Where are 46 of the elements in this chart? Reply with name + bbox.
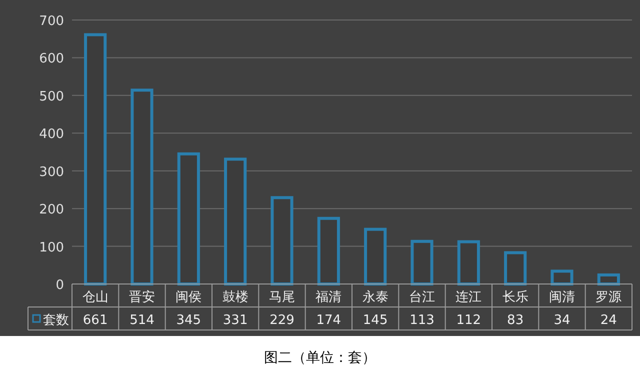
y-tick-label: 300 [39, 164, 64, 180]
bar [177, 152, 200, 286]
data-label: 83 [507, 313, 524, 328]
data-label: 229 [270, 313, 294, 328]
y-tick-label: 700 [39, 14, 64, 29]
x-tick-label: 闽侯 [176, 290, 202, 305]
bar [84, 33, 107, 286]
data-label: 113 [410, 313, 434, 328]
data-label: 112 [456, 313, 482, 328]
bar [130, 88, 154, 286]
bar [270, 196, 294, 286]
legend-label: 套数 [43, 313, 69, 328]
bar [457, 240, 480, 286]
bar [597, 273, 620, 286]
x-tick-label: 福清 [316, 290, 342, 305]
bar [364, 228, 387, 286]
bar [410, 240, 434, 286]
y-tick-label: 400 [39, 127, 64, 142]
x-tick-label: 台江 [409, 290, 435, 305]
x-tick-label: 罗源 [596, 290, 622, 305]
x-tick-label: 鼓楼 [222, 290, 248, 305]
data-label: 145 [362, 313, 388, 328]
data-label: 514 [130, 313, 154, 328]
y-tick-label: 500 [39, 89, 64, 104]
text: 图二（单位：套） [264, 350, 376, 366]
x-tick-label: 闽清 [549, 290, 575, 305]
data-label: 331 [222, 313, 248, 328]
data-label: 661 [82, 313, 108, 328]
data-label: 34 [554, 313, 570, 328]
y-tick-label: 600 [39, 52, 64, 67]
data-label: 24 [600, 313, 617, 328]
x-tick-label: 连江 [456, 290, 482, 305]
bar [550, 270, 574, 286]
bar [504, 251, 527, 286]
bar [317, 216, 340, 286]
x-tick-label: 马尾 [269, 290, 295, 305]
data-label: 345 [176, 313, 202, 328]
data-label: 174 [316, 313, 342, 328]
y-tick-label: 200 [39, 202, 64, 218]
x-tick-label: 长乐 [502, 290, 528, 305]
x-tick-label: 仓山 [82, 290, 108, 305]
y-tick-label: 0 [56, 278, 64, 293]
x-tick-label: 晋安 [129, 289, 155, 305]
x-tick-label: 永泰 [362, 289, 388, 305]
bar [224, 158, 247, 286]
y-tick-label: 100 [39, 240, 64, 256]
